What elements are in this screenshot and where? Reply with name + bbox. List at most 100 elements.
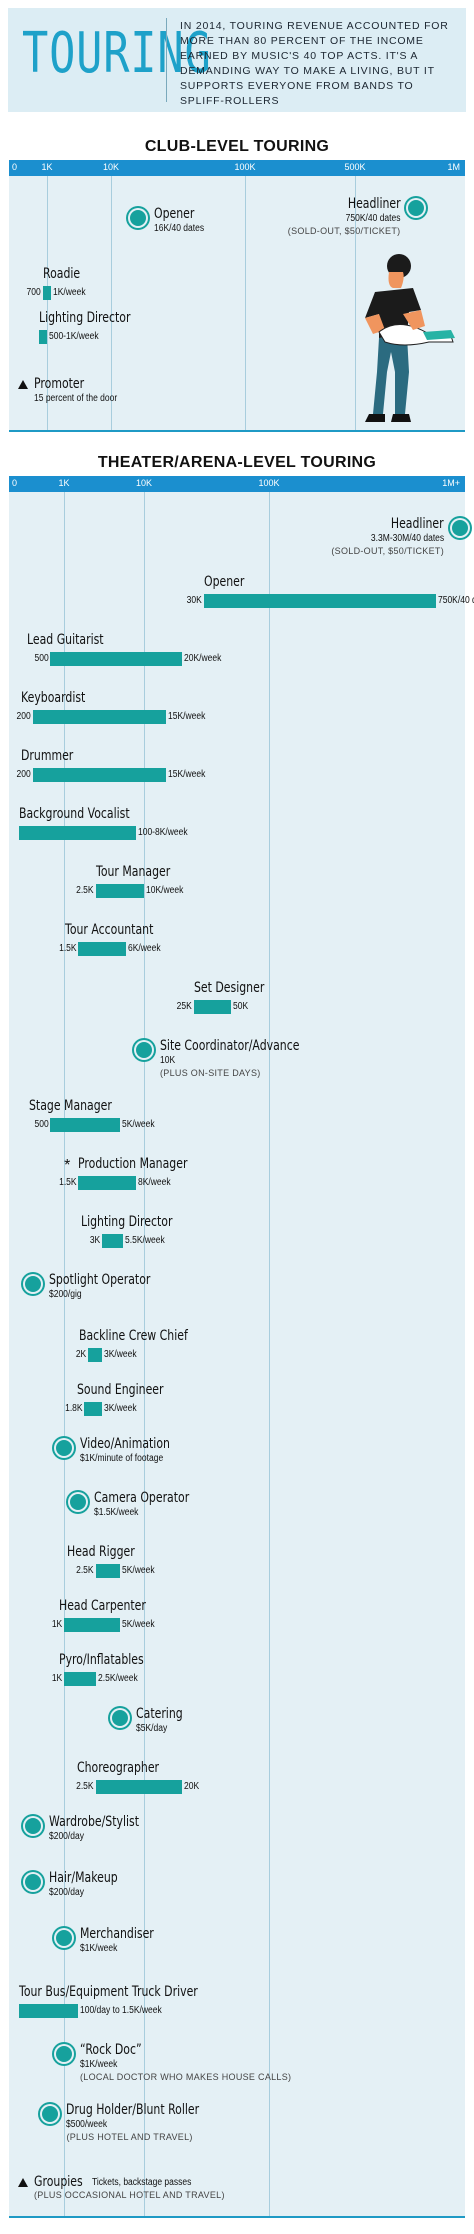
value-label-high: 500-1K/week [49,331,99,342]
value-label: $1K/week [80,2059,118,2070]
value-label-high: 20K/week [183,653,221,664]
value-label-low: 30K [186,595,202,606]
role-name-lead-guitarist: Lead Guitarist [27,632,104,648]
guitarist-illustration [365,254,455,422]
note-label: (PLUS ON-SITE DAYS) [160,1068,261,1078]
value-label: $200/day [48,1831,84,1842]
role-name-catering: Catering [135,1706,183,1722]
intro-header: TOURING In 2014, touring revenue account… [8,8,466,112]
bar-keyboardist [32,710,166,724]
marker-rock-doc [56,2046,72,2062]
role-name-lighting-director: Lighting Director [38,310,131,326]
club-chart: 0 1K 10K 100K 500K 1M Opener 16K/40 dates Headli… [9,160,465,432]
gridline [355,176,356,430]
axis-tick-label: 10K [102,162,120,172]
triangle-icon [18,380,28,389]
value-label: 750K/40 dates [345,213,401,224]
value-label-low: 1K [51,1619,62,1630]
role-name-rock-doc: “Rock Doc” [80,2042,142,2058]
role-name-background-vocalist: Background Vocalist [19,806,130,822]
gridline [269,492,270,2216]
club-section-title: CLUB-LEVEL TOURING [144,138,330,155]
value-label-high: 3K/week [104,1349,137,1360]
role-name-tour-bus-equipment-truck-driver: Tour Bus/Equipment Truck Driver [19,1984,198,2000]
club-axis-bar [9,160,465,176]
value-label-high: 1K/week [52,287,86,298]
value-label: 3.3M-30M/40 dates [370,533,444,544]
value-label: 15 percent of the door [34,393,118,404]
value-label-low: 2.5K [76,1565,94,1576]
role-name-video-animation: Video/Animation [80,1436,170,1452]
role-name-stage-manager: Stage Manager [29,1098,112,1114]
bar-sound-engineer [84,1402,103,1416]
note-label: (LOCAL DOCTOR WHO MAKES HOUSE CALLS) [80,2072,292,2082]
value-label: $1K/minute of footage [80,1453,164,1464]
value-label-high: 3K/week [104,1403,137,1414]
note-label: (PLUS HOTEL AND TRAVEL) [66,2132,193,2142]
bar-lead-guitarist [50,652,182,666]
marker-headliner [452,520,468,536]
value-label-high: 8K/week [138,1177,171,1188]
role-name-sound-engineer: Sound Engineer [77,1382,164,1398]
value-label-high: 5K/week [121,1565,155,1576]
role-name-head-carpenter: Head Carpenter [59,1598,146,1614]
value-label-low: 1.8K [64,1403,83,1414]
role-name-site-coordinator-advance: Site Coordinator/Advance [160,1038,300,1054]
value-label: $1.5K/week [94,1507,139,1518]
bar-lighting-director [38,330,47,344]
value-label: $200/day [48,1887,84,1898]
asterisk-icon: * [64,1157,71,1174]
role-name-production-manager: Production Manager [78,1156,188,1172]
bar-pyro-inflatables [64,1672,96,1686]
theater-chart: 0 1K 10K 100K 1M+ Headliner 3.3M-30M/40 dates (… [9,476,474,2218]
value-label: $500/week [66,2119,108,2130]
role-name-choreographer: Choreographer [77,1760,160,1776]
axis-tick-label: 500K [344,162,366,172]
gridline [64,492,65,2216]
marker-site-coordinator-advance [136,1042,152,1058]
value-label: Tickets, backstage passes [91,2177,191,2188]
note-label: (PLUS OCCASIONAL HOTEL AND TRAVEL) [34,2190,225,2200]
role-name-hair-makeup: Hair/Makeup [48,1870,118,1886]
value-label-low: 500 [34,1119,49,1130]
bar-production-manager [78,1176,137,1190]
value-label-high: 5K/week [121,1119,155,1130]
value-label-low: 2K [75,1349,87,1360]
bar-backline-crew-chief [88,1348,103,1362]
bar-tour-manager [95,884,144,898]
marker-video-animation [56,1440,72,1456]
triangle-icon [18,2178,28,2187]
role-name-merchandiser: Merchandiser [80,1926,154,1942]
value-label: 10K [160,1055,176,1066]
value-label: $1K/week [80,1943,118,1954]
role-name-lighting-director: Lighting Director [81,1214,173,1230]
bar-tour-accountant [78,942,127,956]
marker-wardrobe-stylist [24,1818,41,1834]
role-name-headliner: Headliner [391,516,444,532]
bar-tour-bus-equipment-truck-driver [19,2004,79,2018]
axis-tick-label: 1M [447,162,460,172]
value-label-high: 15K/week [168,769,206,780]
role-name-tour-accountant: Tour Accountant [65,922,154,938]
value-label-low: 1.5K [58,943,77,954]
value-label-high: 5.5K/week [125,1235,165,1246]
bar-head-rigger [95,1564,120,1578]
theater-section-title: THEATER/ARENA-LEVEL TOURING [97,454,377,471]
bar-stage-manager [50,1118,120,1132]
role-name-promoter: Promoter [34,376,85,392]
bar-drummer [32,768,166,782]
value-label-low: 1K [51,1673,62,1684]
bar-lighting-director [102,1234,124,1248]
axis-tick-label: 1K [58,478,70,488]
axis-tick-label: 100K [234,162,256,172]
value-label-low: 200 [16,711,31,722]
value-label-high: 100/day to 1.5K/week [80,2005,162,2016]
gridline [144,492,145,2216]
value-label-high: 20K [183,1781,199,1792]
value-label-low: 3K [89,1235,101,1246]
value-label-low: 1.5K [58,1177,77,1188]
axis-tick-label: 100K [258,478,280,488]
role-name-tour-manager: Tour Manager [95,864,171,880]
marker-headliner [408,200,425,216]
marker-merchandiser [56,1930,72,1946]
